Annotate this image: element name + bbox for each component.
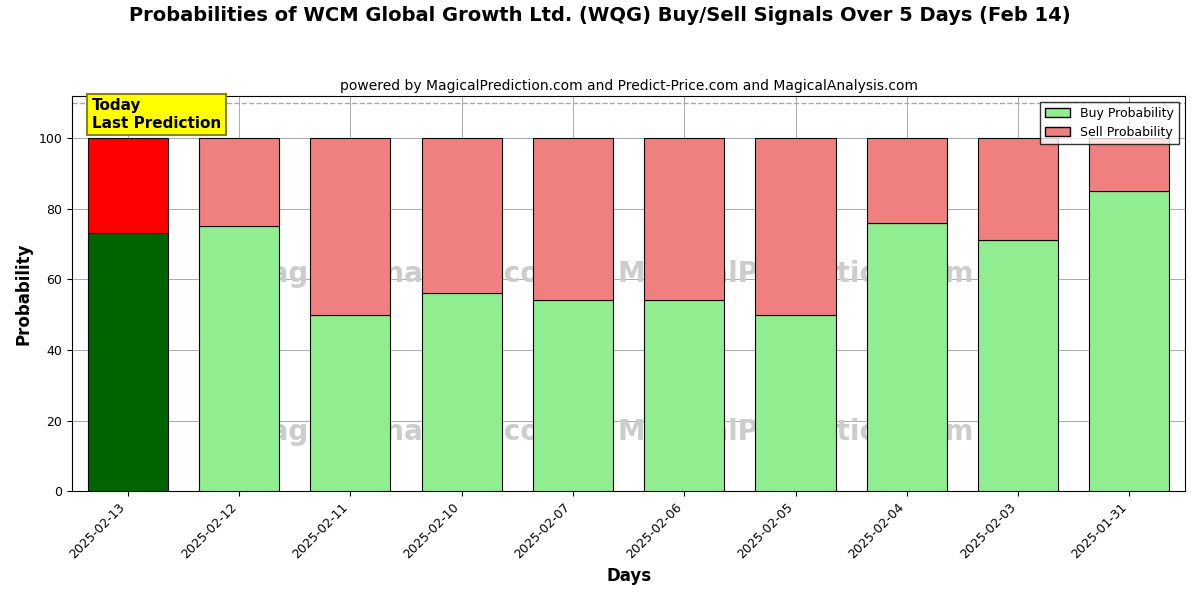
Bar [311,314,390,491]
Bar [978,241,1058,491]
Text: Today
Last Prediction: Today Last Prediction [91,98,221,131]
Bar [866,223,947,491]
Text: MagicalAnalysis.com: MagicalAnalysis.com [242,418,569,446]
Title: powered by MagicalPrediction.com and Predict-Price.com and MagicalAnalysis.com: powered by MagicalPrediction.com and Pre… [340,79,918,93]
Bar [644,301,725,491]
Bar [88,233,168,491]
Bar [88,138,168,233]
Text: MagicalPrediction.com: MagicalPrediction.com [617,260,973,287]
Bar [756,314,835,491]
Bar [199,226,280,491]
Text: MagicalPrediction.com: MagicalPrediction.com [617,418,973,446]
Bar [199,138,280,226]
Bar [421,293,502,491]
Bar [866,138,947,223]
X-axis label: Days: Days [606,567,652,585]
Text: Probabilities of WCM Global Growth Ltd. (WQG) Buy/Sell Signals Over 5 Days (Feb : Probabilities of WCM Global Growth Ltd. … [130,6,1070,25]
Bar [533,301,613,491]
Text: MagicalAnalysis.com: MagicalAnalysis.com [242,260,569,287]
Bar [978,138,1058,241]
Bar [756,138,835,314]
Legend: Buy Probability, Sell Probability: Buy Probability, Sell Probability [1040,102,1178,144]
Bar [421,138,502,293]
Bar [644,138,725,301]
Bar [311,138,390,314]
Y-axis label: Probability: Probability [16,242,34,344]
Bar [533,138,613,301]
Bar [1090,191,1170,491]
Bar [1090,138,1170,191]
